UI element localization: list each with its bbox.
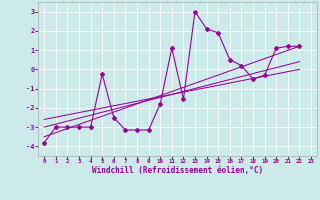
X-axis label: Windchill (Refroidissement éolien,°C): Windchill (Refroidissement éolien,°C) (92, 166, 263, 175)
